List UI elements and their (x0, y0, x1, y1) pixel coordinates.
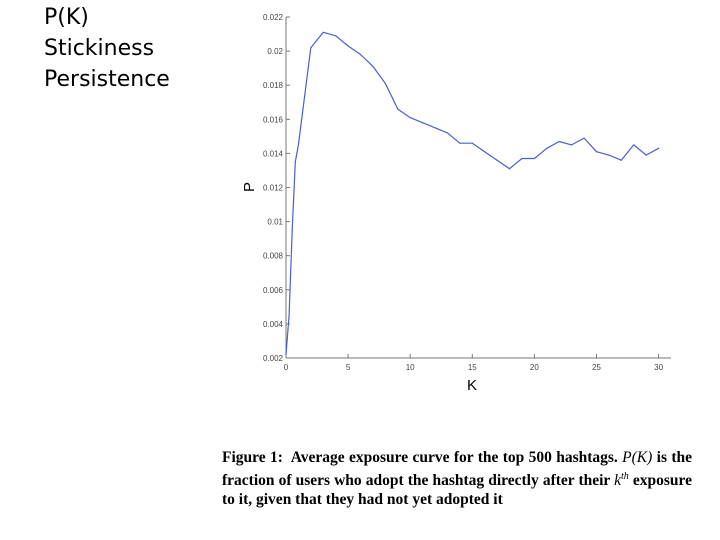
x-tick-label: 20 (530, 363, 539, 372)
y-tick-label: 0.016 (263, 115, 284, 124)
y-tick-label: 0.004 (263, 320, 284, 329)
data-point (521, 157, 523, 160)
y-tick-label: 0.002 (263, 354, 284, 363)
caption-text-2: is the fraction of users who adopt the h… (222, 449, 693, 490)
data-point (645, 154, 647, 156)
slide-line-persistence: Persistence (44, 67, 170, 92)
data-point (657, 147, 660, 149)
data-point (434, 127, 436, 129)
figure-caption: Figure 1: Average exposure curve for the… (222, 448, 692, 509)
caption-prefix: Figure 1: (222, 449, 283, 466)
data-point (397, 108, 399, 110)
data-point (297, 144, 300, 146)
x-tick-label: 15 (468, 363, 477, 372)
x-tick-label: 0 (284, 363, 289, 372)
data-point (459, 142, 461, 144)
caption-text-1: Average exposure curve for the top 500 h… (290, 449, 618, 466)
slide-line-stickiness: Stickiness (44, 36, 155, 61)
data-point (546, 147, 548, 149)
data-point (496, 159, 498, 161)
y-tick-label: 0.006 (263, 286, 284, 295)
data-point (372, 65, 374, 68)
data-point (558, 140, 560, 143)
data-point (620, 159, 622, 161)
y-tick-label: 0.01 (267, 218, 283, 227)
y-tick-label: 0.02 (267, 47, 283, 56)
series-line (285, 31, 659, 355)
data-point (484, 151, 486, 153)
data-point (347, 45, 349, 47)
data-point (508, 168, 511, 170)
y-tick-label: 0.012 (263, 184, 284, 193)
slide-line-pk: P(K) (44, 5, 89, 30)
data-point (335, 35, 337, 37)
caption-math-kth: kth (614, 471, 629, 490)
data-point (384, 82, 386, 85)
caption-math-k-sup: th (621, 471, 629, 482)
x-tick-label: 30 (654, 363, 663, 372)
data-point (571, 144, 573, 146)
caption-math-k: k (614, 472, 622, 490)
data-point (608, 154, 610, 156)
y-axis-title: P (241, 182, 258, 192)
y-tick-label: 0.018 (263, 81, 284, 90)
data-point (359, 53, 362, 56)
x-axis-title: K (467, 377, 477, 394)
y-tick-label: 0.014 (263, 149, 284, 158)
x-tick-label: 25 (592, 363, 601, 372)
data-point (291, 229, 293, 231)
data-point (409, 116, 411, 119)
data-point (595, 151, 598, 153)
data-point (533, 157, 535, 160)
data-point (633, 144, 635, 146)
data-point (288, 314, 290, 316)
caption-text-3: exposure to it, given that they had not … (222, 472, 693, 509)
x-tick-label: 5 (346, 363, 351, 372)
caption-math-pk: P(K) (622, 449, 653, 466)
data-point (446, 132, 449, 134)
data-point (583, 137, 585, 139)
data-point (310, 47, 312, 49)
data-point (422, 122, 424, 124)
data-point (294, 161, 296, 163)
data-point (285, 353, 287, 356)
slide-bullets: P(K) Stickiness Persistence (44, 2, 170, 95)
x-tick-label: 10 (406, 363, 415, 372)
y-tick-label: 0.008 (263, 252, 284, 261)
y-tick-label: 0.022 (263, 13, 284, 22)
data-point (471, 142, 473, 144)
data-point (322, 31, 324, 33)
